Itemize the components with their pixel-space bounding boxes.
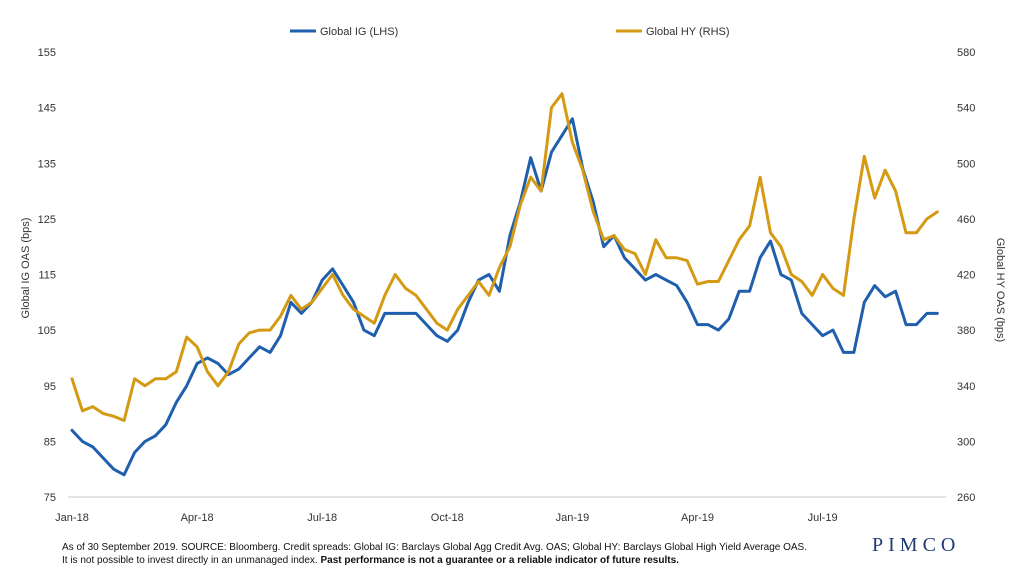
legend-label-hy: Global HY (RHS) <box>646 26 730 38</box>
series-line-global-hy <box>70 92 939 422</box>
x-tick-label: Jan-19 <box>556 512 590 524</box>
left-y-tick-label: 105 <box>38 325 56 337</box>
right-y-tick-label: 460 <box>957 214 975 226</box>
footnote-disclaimer: It is not possible to invest directly in… <box>62 554 807 567</box>
pimco-logo: PIMCO <box>872 534 961 556</box>
left-y-axis-title: Global IG OAS (bps) <box>20 218 32 319</box>
left-y-tick-label: 95 <box>44 381 56 393</box>
right-y-tick-label: 300 <box>957 436 975 448</box>
right-y-axis: 260 300 340 380 420 460 500 540 580 <box>957 47 975 504</box>
series-layer <box>70 92 939 477</box>
legend: Global IG (LHS) Global HY (RHS) <box>290 26 730 38</box>
dual-axis-line-chart: Global IG (LHS) Global HY (RHS) 75 85 95 10… <box>20 26 1006 524</box>
left-y-tick-label: 115 <box>38 270 56 282</box>
right-y-tick-label: 420 <box>957 270 975 282</box>
right-y-axis-title: Global HY OAS (bps) <box>994 238 1006 342</box>
left-y-tick-label: 155 <box>38 47 56 59</box>
left-y-tick-label: 125 <box>38 214 56 226</box>
right-y-tick-label: 340 <box>957 381 975 393</box>
x-tick-label: Jan-18 <box>55 512 89 524</box>
left-y-tick-label: 85 <box>44 436 56 448</box>
footnote-disclaimer-bold: Past performance is not a guarantee or a… <box>320 555 679 566</box>
x-axis: Jan-18 Apr-18 Jul-18 Oct-18 Jan-19 Apr-19 Jul-… <box>55 512 837 524</box>
footnote-source: As of 30 September 2019. SOURCE: Bloombe… <box>62 542 807 553</box>
right-y-tick-label: 540 <box>957 103 975 115</box>
x-tick-label: Oct-18 <box>431 512 464 524</box>
right-y-tick-label: 580 <box>957 47 975 59</box>
right-y-tick-label: 260 <box>957 492 975 504</box>
right-y-tick-label: 380 <box>957 325 975 337</box>
series-line-global-ig <box>70 117 939 477</box>
legend-label-ig: Global IG (LHS) <box>320 26 398 38</box>
x-tick-label: Jul-19 <box>808 512 838 524</box>
x-tick-label: Jul-18 <box>307 512 337 524</box>
footnote: As of 30 September 2019. SOURCE: Bloombe… <box>62 541 807 567</box>
left-y-tick-label: 75 <box>44 492 56 504</box>
left-y-axis: 75 85 95 105 115 125 135 145 155 <box>38 47 56 504</box>
left-y-tick-label: 145 <box>38 103 56 115</box>
right-y-tick-label: 500 <box>957 158 975 170</box>
left-y-tick-label: 135 <box>38 158 56 170</box>
x-tick-label: Apr-18 <box>181 512 214 524</box>
x-tick-label: Apr-19 <box>681 512 714 524</box>
footnote-disclaimer-plain: It is not possible to invest directly in… <box>62 555 318 566</box>
